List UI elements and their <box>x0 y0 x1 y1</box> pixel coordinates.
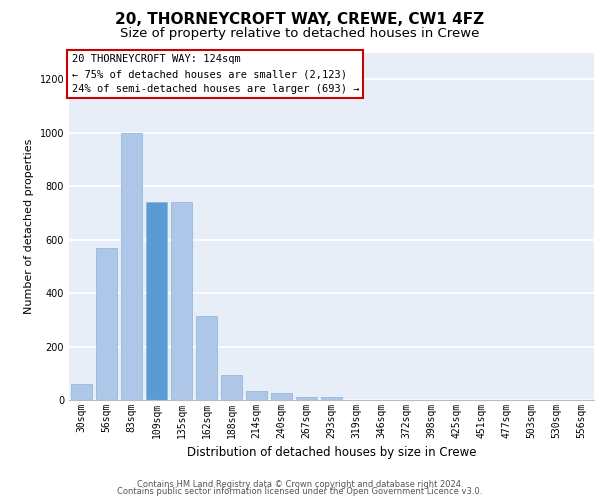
Bar <box>271 394 292 400</box>
Bar <box>246 390 267 400</box>
Text: Contains public sector information licensed under the Open Government Licence v3: Contains public sector information licen… <box>118 487 482 496</box>
Bar <box>196 316 217 400</box>
Text: Contains HM Land Registry data © Crown copyright and database right 2024.: Contains HM Land Registry data © Crown c… <box>137 480 463 489</box>
Bar <box>121 132 142 400</box>
X-axis label: Distribution of detached houses by size in Crewe: Distribution of detached houses by size … <box>187 446 476 460</box>
Text: 20, THORNEYCROFT WAY, CREWE, CW1 4FZ: 20, THORNEYCROFT WAY, CREWE, CW1 4FZ <box>115 12 485 28</box>
Bar <box>171 202 192 400</box>
Bar <box>96 248 117 400</box>
Text: 20 THORNEYCROFT WAY: 124sqm
← 75% of detached houses are smaller (2,123)
24% of : 20 THORNEYCROFT WAY: 124sqm ← 75% of det… <box>71 54 359 94</box>
Bar <box>146 202 167 400</box>
Y-axis label: Number of detached properties: Number of detached properties <box>24 138 34 314</box>
Bar <box>321 396 342 400</box>
Text: Size of property relative to detached houses in Crewe: Size of property relative to detached ho… <box>121 28 479 40</box>
Bar <box>296 396 317 400</box>
Bar <box>221 374 242 400</box>
Bar <box>71 384 92 400</box>
